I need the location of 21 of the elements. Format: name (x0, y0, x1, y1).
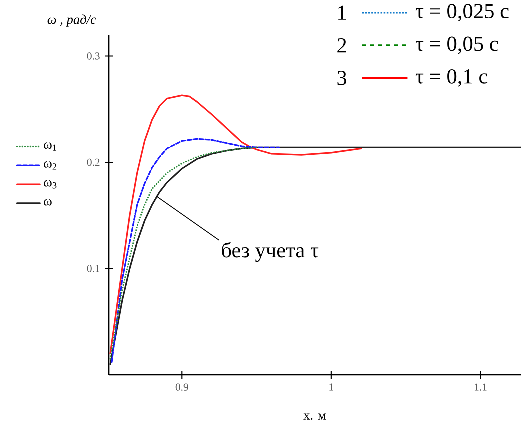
x-axis-title: x. м (304, 414, 326, 420)
y-tick-label: 0.1 (87, 265, 100, 272)
annotation: 2 (338, 38, 346, 53)
y-tick-label: 0.3 (87, 52, 100, 60)
line-series (110, 146, 521, 366)
y-tick-label: 0.2 (87, 158, 100, 166)
y-axis-title: ω , рад/с (48, 14, 96, 27)
x-tick-label: 1.1 (474, 384, 487, 391)
annotation: без учета τ (222, 242, 319, 262)
annotation: τ = 0,05 с (416, 36, 498, 54)
legend-label: ω$_{1}$ (44, 142, 56, 151)
legend-label: ω$_{2}$ (44, 162, 57, 170)
legend-label: ω$_{3}$ (44, 180, 57, 189)
x-tick-label: 1 (330, 384, 334, 391)
text: 1 (338, 6, 346, 20)
annotation: 3 (338, 71, 347, 86)
legend-label: ω (44, 199, 52, 206)
x-tick-label: 0.9 (176, 384, 188, 391)
annotation: τ = 0,1 с (416, 69, 488, 87)
text: τ = 0,025 с (416, 4, 509, 22)
line-series (110, 94, 362, 355)
